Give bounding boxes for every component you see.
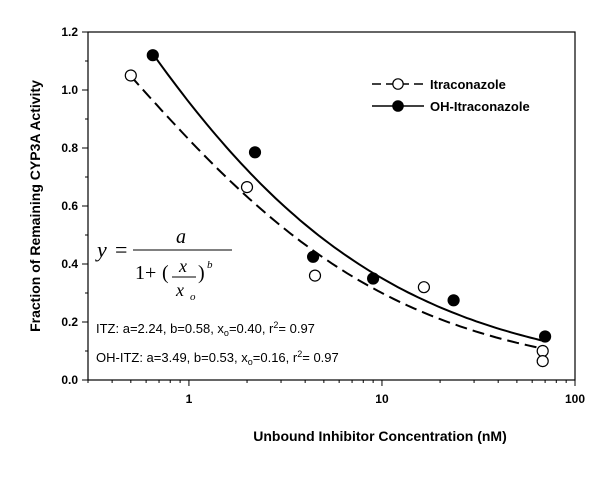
equation-x-o: x xyxy=(175,280,184,300)
y-tick-label: 1.2 xyxy=(61,25,78,39)
legend-label-itraconazole: Itraconazole xyxy=(430,77,506,92)
data-point-oh-itraconazole xyxy=(447,294,460,307)
data-point-itraconazole xyxy=(240,181,254,194)
equation-o-subscript: o xyxy=(190,291,196,303)
equation-b-exponent: b xyxy=(207,259,213,271)
data-point-itraconazole xyxy=(536,355,549,368)
y-axis-title: Fraction of Remaining CYP3A Activity xyxy=(27,80,43,332)
data-point-oh-itraconazole xyxy=(146,49,159,62)
fit-equation: y = a 1+ ( x x o ) b xyxy=(95,226,232,303)
data-point-itraconazole xyxy=(124,69,137,82)
equation-one-plus: 1+ xyxy=(135,262,156,284)
y-tick-label: 0.6 xyxy=(61,199,78,213)
legend-marker-itraconazole xyxy=(392,78,404,90)
fit-lines xyxy=(130,53,546,350)
equation-paren-close: ) xyxy=(198,262,205,284)
equation-paren-open: ( xyxy=(162,262,169,284)
equation-equals: = xyxy=(115,237,127,262)
x-tick-label: 1 xyxy=(186,392,193,406)
x-tick-label: 100 xyxy=(565,392,585,406)
legend-marker-oh-itraconazole xyxy=(392,100,404,112)
data-point-oh-itraconazole xyxy=(538,330,552,343)
data-point-oh-itraconazole xyxy=(367,272,380,285)
equation-numerator: a xyxy=(176,226,186,248)
data-point-itraconazole xyxy=(536,344,549,358)
data-point-itraconazole xyxy=(308,269,322,282)
x-tick-label: 10 xyxy=(375,392,389,406)
fit-line-itraconazole xyxy=(130,75,543,350)
legend: Itraconazole OH-Itraconazole xyxy=(372,77,530,114)
x-axis-title: Unbound Inhibitor Concentration (nM) xyxy=(253,428,507,444)
equation-x: x xyxy=(178,256,187,276)
fit-parameters: ITZ: a=2.24, b=0.58, xo=0.40, r2= 0.97 O… xyxy=(96,320,339,367)
equation-y: y xyxy=(95,237,107,262)
axis-ticks xyxy=(82,31,576,386)
data-point-itraconazole xyxy=(417,281,430,294)
y-tick-label: 1.0 xyxy=(61,83,78,97)
oh-itz-parameters: OH-ITZ: a=3.49, b=0.53, xo=0.16, r2= 0.9… xyxy=(96,349,339,367)
itz-parameters: ITZ: a=2.24, b=0.58, xo=0.40, r2= 0.97 xyxy=(96,320,315,338)
legend-label-oh-itraconazole: OH-Itraconazole xyxy=(430,99,530,114)
y-tick-label: 0.0 xyxy=(61,373,78,387)
data-point-oh-itraconazole xyxy=(307,250,320,263)
y-tick-label: 0.4 xyxy=(61,257,78,271)
data-point-oh-itraconazole xyxy=(248,146,262,159)
data-points xyxy=(124,49,552,368)
y-tick-label: 0.8 xyxy=(61,141,78,155)
fit-line-oh-itraconazole xyxy=(151,53,546,343)
axis-tick-labels: 0.0 0.2 0.4 0.6 0.8 1.0 1.2 1 10 100 xyxy=(61,25,585,406)
y-tick-label: 0.2 xyxy=(61,315,78,329)
